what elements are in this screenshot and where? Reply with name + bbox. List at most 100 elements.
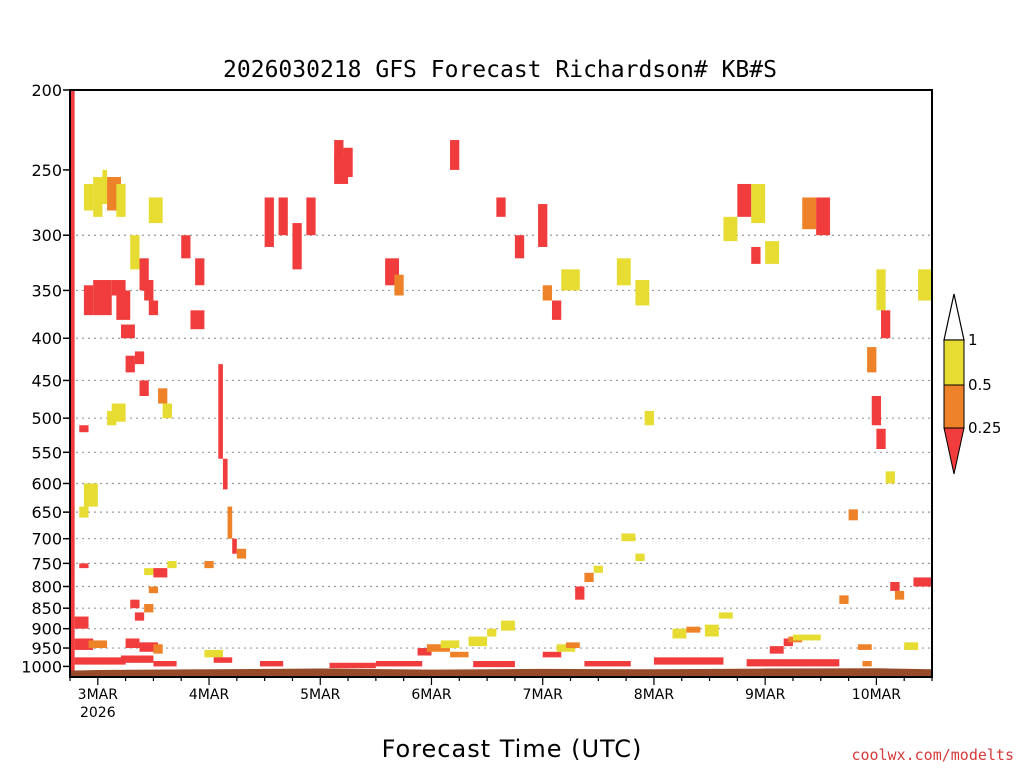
ri-cell [343, 147, 353, 178]
y-tick-label: 900 [31, 620, 62, 639]
ri-cell [802, 197, 817, 230]
colorbar-top-arrow [943, 293, 965, 341]
ri-cell [450, 140, 460, 170]
ri-cell [704, 624, 719, 637]
ri-cell [440, 640, 460, 649]
ri-cell [890, 581, 900, 591]
ri-cell [70, 90, 75, 677]
ri-cell [139, 642, 159, 652]
ri-cell [153, 644, 163, 654]
ri-cell [876, 269, 886, 311]
ri-cell [765, 241, 780, 264]
ri-cell [204, 649, 223, 658]
x-tick-label: 10MAR [852, 687, 901, 703]
y-tick-label: 950 [31, 639, 62, 658]
y-tick-label: 750 [31, 554, 62, 573]
y-tick-label: 450 [31, 371, 62, 390]
credit-link[interactable]: coolwx.com/modelts [851, 746, 1014, 764]
ri-cell [913, 577, 932, 587]
colorbar-orange [943, 384, 965, 429]
x-tick-label: 9MAR [745, 687, 786, 703]
ground-fill [70, 668, 932, 677]
ri-cell [148, 586, 159, 594]
ri-cell [153, 661, 177, 667]
y-tick-label: 250 [31, 161, 62, 180]
ri-cell [751, 246, 761, 264]
x-tick-sublabel: 2026 [80, 705, 116, 721]
ri-cell [167, 560, 177, 569]
ri-cell [144, 568, 154, 576]
colorbar-yellow [943, 339, 965, 386]
ri-cell [816, 197, 831, 236]
ri-cell [236, 548, 247, 559]
ri-cell [134, 612, 145, 621]
ri-cell [621, 533, 636, 542]
x-axis-label: Forecast Time (UTC) [382, 735, 643, 763]
ri-cell [885, 471, 895, 484]
ri-cell [88, 640, 108, 649]
ri-cell [538, 204, 548, 247]
ri-cell [394, 274, 404, 296]
ri-cell [653, 657, 724, 665]
ri-cell [83, 285, 94, 316]
ri-cell [672, 628, 687, 639]
ri-cell [867, 347, 877, 373]
y-tick-label: 650 [31, 503, 62, 522]
ri-cell [148, 197, 163, 224]
ri-cell [74, 616, 89, 629]
ri-cell [190, 310, 205, 330]
y-tick-label: 300 [31, 226, 62, 245]
ri-cell [102, 169, 108, 205]
ri-cell [737, 183, 752, 217]
ri-cell [487, 628, 497, 637]
ri-cell [862, 661, 872, 667]
ri-cell [501, 620, 515, 631]
colorbar-level-label: 1 [968, 331, 978, 349]
ri-cell [130, 599, 140, 609]
ri-cell [79, 563, 89, 569]
ri-cell [181, 235, 191, 259]
ri-cell [222, 458, 228, 490]
ri-cell [417, 648, 432, 656]
x-axis: 3MAR 2026 4MAR 5MAR 6MAR 7MAR 8MAR 9MAR 10MAR [69, 677, 933, 721]
ri-cell [74, 657, 126, 665]
ri-cell [232, 538, 237, 554]
ri-cell [162, 403, 172, 419]
ri-cell [565, 642, 580, 649]
ri-cell [723, 216, 738, 242]
ri-cell [334, 140, 344, 170]
ri-cell [468, 636, 488, 647]
ri-cell [139, 258, 149, 291]
ri-cell [93, 280, 112, 316]
ri-cell [904, 642, 919, 650]
ri-cell [718, 612, 733, 619]
ri-cell [551, 300, 562, 320]
y-tick-label: 200 [31, 81, 62, 100]
ri-cell [839, 595, 849, 604]
ri-cell [635, 553, 645, 561]
ri-cell [264, 197, 274, 247]
ri-cell [496, 197, 506, 217]
y-tick-label: 800 [31, 577, 62, 596]
ri-cell [542, 285, 552, 301]
ri-cell [120, 324, 135, 339]
ri-cell [120, 655, 154, 663]
ri-cell [292, 223, 302, 270]
x-tick-label: 5MAR [300, 687, 341, 703]
ri-cell [260, 661, 284, 667]
ri-cell [134, 351, 145, 365]
ri-cell [918, 269, 932, 301]
x-tick-label: 6MAR [411, 687, 452, 703]
x-tick-label: 4MAR [189, 687, 230, 703]
ri-cell [218, 364, 223, 397]
ri-cell [218, 396, 223, 459]
ri-cell [635, 280, 650, 306]
ri-cell [306, 197, 316, 236]
ri-cell [792, 634, 821, 641]
ri-cell [426, 644, 451, 652]
y-tick-label: 400 [31, 329, 62, 348]
ri-cell [195, 258, 205, 286]
ri-cell [74, 638, 94, 650]
x-tick-label: 7MAR [523, 687, 564, 703]
